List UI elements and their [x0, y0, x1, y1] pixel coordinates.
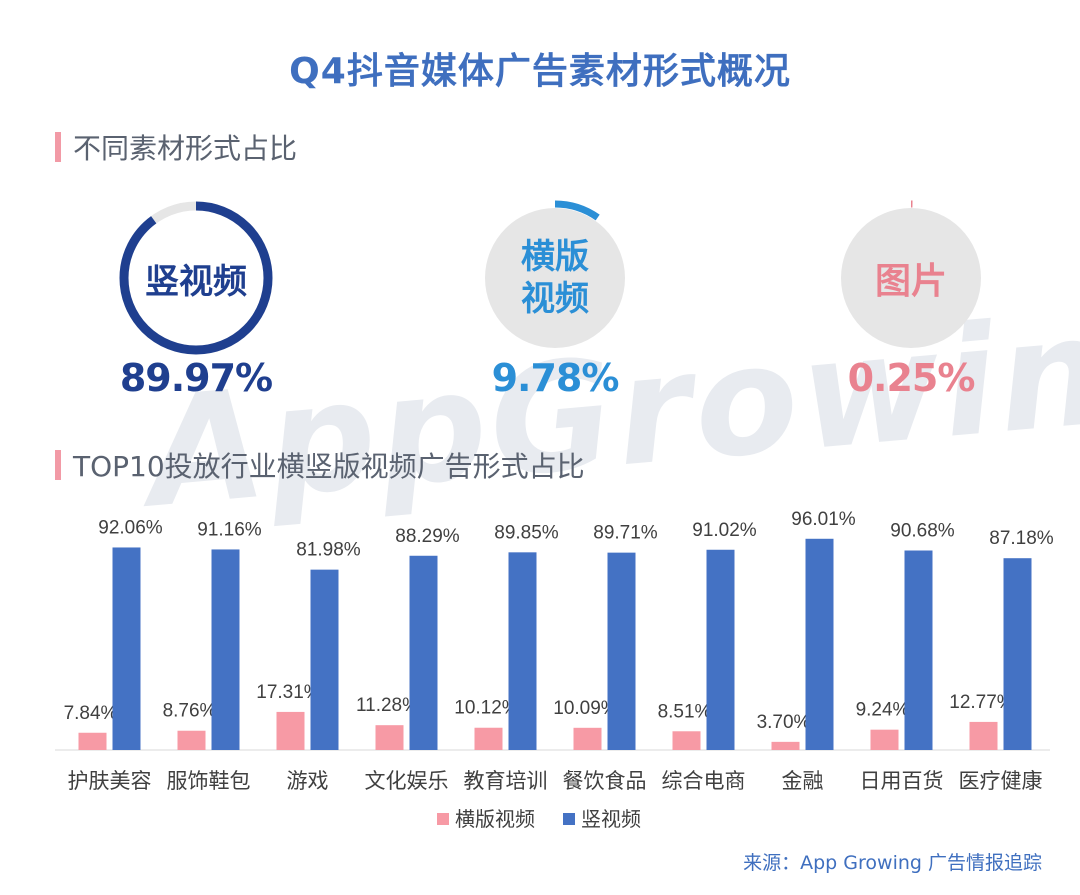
bar-horizontal-video-0 — [78, 732, 107, 750]
ring-arc — [833, 200, 989, 356]
legend-swatch — [437, 813, 449, 825]
page-title: Q4抖音媒体广告素材形式概况 — [289, 51, 791, 92]
x-tick-label: 金融 — [782, 769, 824, 793]
bar-vertical-video-4 — [508, 552, 537, 750]
x-tick-label: 餐饮食品 — [563, 769, 647, 793]
section-accent-bar — [55, 450, 61, 480]
legend-label: 竖视频 — [581, 807, 641, 831]
section-title: 不同素材形式占比 — [73, 132, 298, 165]
section-header-material-share: 不同素材形式占比 — [55, 130, 298, 165]
data-label: 92.06% — [98, 517, 163, 538]
legend-label: 横版视频 — [455, 807, 535, 831]
data-label: 10.09% — [553, 698, 618, 719]
data-label: 8.51% — [658, 701, 712, 722]
ring-chart — [477, 200, 633, 356]
ring-image: 图片 — [831, 198, 991, 358]
x-tick-label: 医疗健康 — [959, 769, 1043, 793]
x-tick-label: 服饰鞋包 — [167, 769, 251, 793]
ring-vertical-video: 竖视频 — [116, 198, 276, 358]
data-label: 87.18% — [989, 528, 1054, 549]
ring-value: 0.25% — [847, 356, 976, 400]
bar-horizontal-video-8 — [870, 729, 899, 750]
data-label: 89.85% — [494, 522, 559, 543]
data-label: 90.68% — [890, 521, 955, 542]
data-label: 8.76% — [163, 701, 217, 722]
source-note: 来源：App Growing 广告情报追踪 — [743, 852, 1042, 874]
data-label: 89.71% — [593, 523, 658, 544]
bar-vertical-video-0 — [112, 547, 141, 750]
section-title: TOP10投放行业横竖版视频广告形式占比 — [73, 450, 585, 483]
x-tick-label: 文化娱乐 — [365, 769, 449, 793]
bar-vertical-video-7 — [805, 538, 834, 750]
bar-chart: 7.84% 92.06% 护肤美容 8.76% 91.16% 服饰鞋包 17.31% 81.9… — [55, 509, 1054, 831]
x-tick-label: 综合电商 — [662, 769, 746, 793]
bar-horizontal-video-4 — [474, 727, 503, 750]
x-tick-label: 护肤美容 — [68, 769, 152, 793]
ring-chart — [833, 200, 989, 356]
ring-label: 横版 视频 — [475, 198, 635, 358]
ring-label: 竖视频 — [145, 261, 247, 302]
data-label: 11.28% — [356, 695, 419, 716]
data-label: 81.98% — [296, 540, 361, 561]
bar-horizontal-video-9 — [969, 721, 998, 750]
ring-label: 图片 — [874, 261, 947, 302]
legend-swatch — [563, 813, 575, 825]
data-label: 9.24% — [856, 700, 910, 721]
ring-horizontal-video: 横版 视频 — [475, 198, 635, 358]
bar-horizontal-video-6 — [672, 731, 701, 750]
bar-vertical-video-9 — [1003, 558, 1032, 750]
data-label: 91.02% — [692, 520, 757, 541]
bar-horizontal-video-2 — [276, 711, 305, 750]
data-label: 12.77% — [949, 692, 1014, 713]
data-label: 10.12% — [454, 698, 519, 719]
bar-vertical-video-1 — [211, 549, 240, 750]
ring-arc — [119, 201, 273, 355]
ring-arc — [477, 200, 633, 356]
x-tick-label: 日用百货 — [860, 769, 944, 793]
data-label: 17.31% — [256, 682, 321, 703]
ring-value: 9.78% — [491, 356, 620, 400]
x-tick-label: 游戏 — [287, 769, 329, 793]
ring-value: 89.97% — [119, 356, 273, 400]
bar-horizontal-video-7 — [771, 741, 800, 750]
bar-horizontal-video-1 — [177, 730, 206, 750]
bar-vertical-video-5 — [607, 552, 636, 750]
section-accent-bar — [55, 132, 61, 162]
bar-vertical-video-6 — [706, 549, 735, 750]
bar-horizontal-video-5 — [573, 727, 602, 750]
x-tick-label: 教育培训 — [464, 769, 548, 793]
ring-chart — [119, 201, 273, 355]
bar-vertical-video-2 — [310, 569, 339, 750]
bar-vertical-video-3 — [409, 555, 438, 750]
data-label: 91.16% — [197, 519, 262, 540]
bar-vertical-video-8 — [904, 550, 933, 750]
bar-horizontal-video-3 — [375, 725, 404, 750]
data-label: 96.01% — [791, 509, 856, 530]
ring-label-line: 横版 — [521, 237, 589, 277]
section-header-top10: TOP10投放行业横竖版视频广告形式占比 — [55, 448, 585, 483]
ring-label-line: 视频 — [521, 279, 589, 319]
data-label: 88.29% — [395, 526, 460, 547]
data-label: 3.70% — [757, 712, 811, 733]
data-label: 7.84% — [64, 703, 118, 724]
